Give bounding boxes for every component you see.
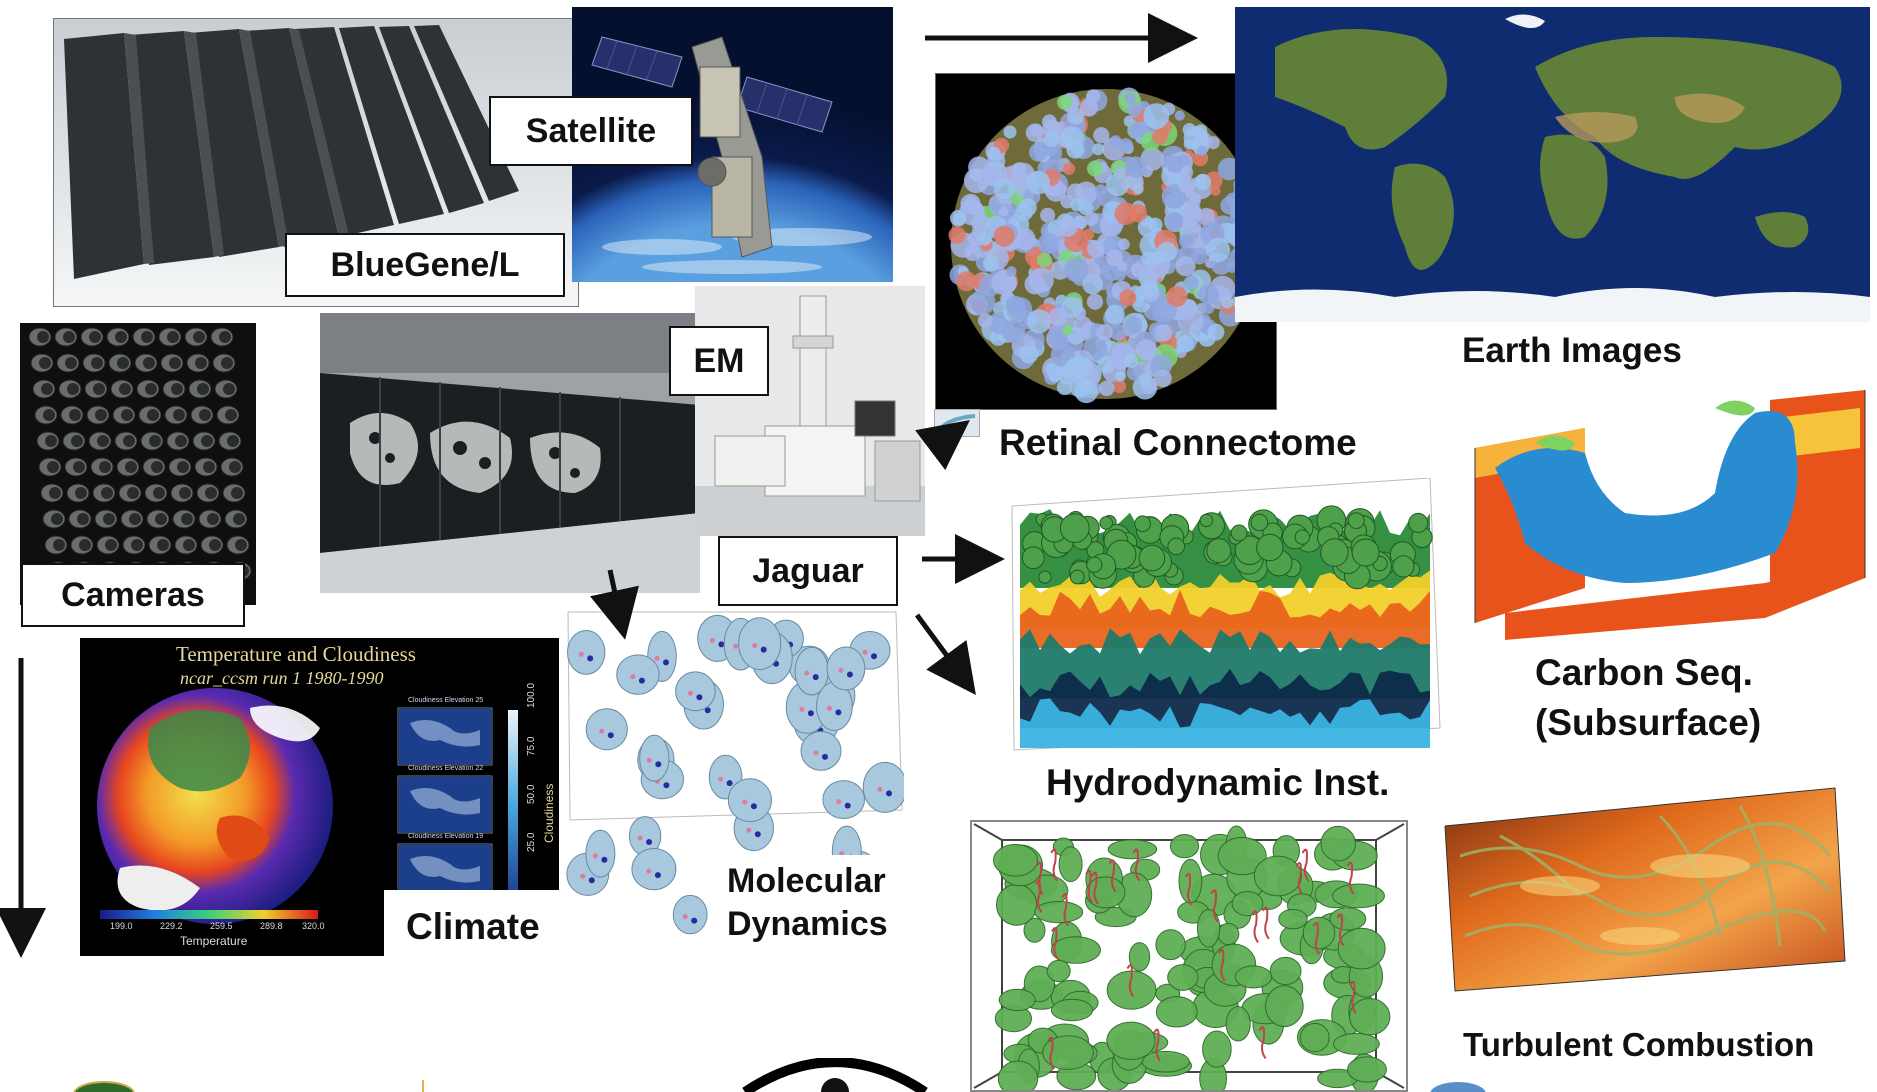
cloud-tick-4: 25.0	[526, 832, 537, 852]
molecular-caption-line1: Molecular	[727, 862, 886, 900]
temp-tick-4: 289.8	[260, 921, 283, 931]
cloud-map-title-3: Cloudiness Elevation 19	[408, 833, 484, 840]
temp-tick-5: 320.0	[302, 921, 325, 931]
cameras-label: Cameras	[21, 563, 245, 627]
climate-subtitle: ncar_ccsm run 1 1980-1990	[180, 668, 384, 688]
hydro-image	[1010, 478, 1442, 753]
climate-title: Temperature and Cloudiness	[176, 642, 416, 666]
earth-image	[1235, 7, 1870, 322]
cloud-map-title-2: Cloudiness Elevation 22	[408, 765, 484, 772]
em-image	[695, 286, 925, 536]
isosurface-image	[970, 820, 1408, 1092]
climate-caption: Climate	[406, 906, 540, 947]
climate-image: Temperature and Cloudiness ncar_ccsm run…	[80, 638, 559, 956]
arrow-to-isosurface	[914, 613, 976, 696]
turbulent-caption: Turbulent Combustion	[1463, 1026, 1815, 1063]
em-label: EM	[669, 326, 769, 396]
temperature-axis-label: Temperature	[180, 934, 248, 948]
satellite-label: Satellite	[489, 96, 693, 166]
doe-seal-icon	[72, 1080, 136, 1092]
jaguar-label: Jaguar	[718, 536, 898, 606]
earth-caption: Earth Images	[1462, 331, 1682, 370]
hydro-caption: Hydrodynamic Inst.	[1046, 762, 1390, 803]
carbon-image	[1465, 388, 1870, 640]
molecular-caption-line2: Dynamics	[727, 905, 888, 943]
molecular-label-bg	[710, 855, 910, 955]
climate-label-bg	[384, 890, 564, 958]
retinal-image	[935, 73, 1277, 410]
jaguar-image	[320, 313, 700, 593]
carbon-caption-line1: Carbon Seq.	[1535, 652, 1753, 693]
retina-thumbnail	[934, 409, 980, 437]
combustion-image	[1440, 776, 1850, 998]
temp-tick-1: 199.0	[110, 921, 133, 931]
bluegene-label: BlueGene/L	[285, 233, 565, 297]
retinal-caption: Retinal Connectome	[999, 422, 1357, 463]
temp-tick-2: 229.2	[160, 921, 183, 931]
carbon-caption-line2: (Subsurface)	[1535, 702, 1762, 743]
bluegene-image	[53, 18, 579, 307]
divider-line	[422, 1080, 424, 1092]
cloudiness-axis-label: Cloudiness	[542, 783, 556, 843]
cloud-tick-1: 100.0	[526, 682, 537, 708]
cloud-tick-3: 50.0	[526, 784, 537, 804]
cloud-map-title-1: Cloudiness Elevation 25	[408, 697, 484, 704]
cloud-tick-2: 75.0	[526, 736, 537, 756]
globe-logo-icon	[1428, 1080, 1488, 1092]
temp-tick-3: 259.5	[210, 921, 233, 931]
eye-logo-icon	[740, 1058, 930, 1092]
